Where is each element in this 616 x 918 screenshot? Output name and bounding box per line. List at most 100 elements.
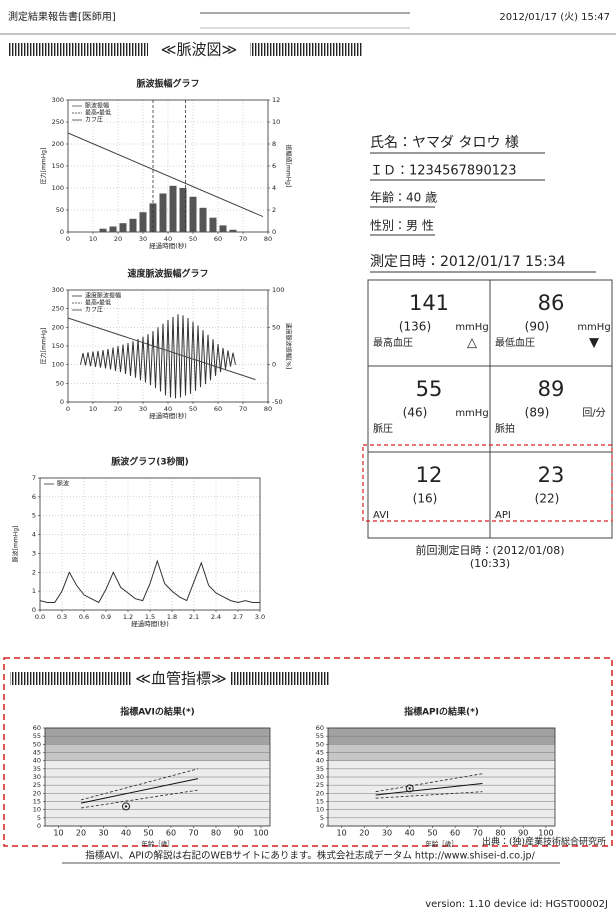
bar xyxy=(159,193,167,232)
x-tick-label: 100 xyxy=(253,829,268,838)
heading-bars xyxy=(8,43,148,56)
y-tick-label: 10 xyxy=(316,806,324,814)
y-tick-label: 25 xyxy=(316,781,324,789)
x-tick-label: 50 xyxy=(143,829,153,838)
x-tick-label: 0 xyxy=(66,405,70,413)
result-value: 89 xyxy=(538,377,565,401)
y-tick-label: 40 xyxy=(33,757,41,765)
y-tick-label: 35 xyxy=(316,765,324,773)
x-axis-label: 年齢［歳］ xyxy=(141,839,174,848)
x-tick-label: 70 xyxy=(239,235,247,243)
y-tick-label: 6 xyxy=(32,493,36,501)
y-tick-label: 250 xyxy=(52,305,64,313)
x-tick-label: 1.8 xyxy=(167,613,177,621)
y-tick-label: 200 xyxy=(52,140,64,148)
y-tick-label: 300 xyxy=(52,286,64,294)
y-tick-label: 45 xyxy=(316,749,324,757)
bar xyxy=(129,218,137,232)
data-line xyxy=(375,791,483,799)
y-tick-label: 4 xyxy=(32,531,36,539)
unit: 回/分 xyxy=(582,407,605,419)
x-tick-label: 60 xyxy=(214,235,222,243)
data-line xyxy=(67,132,264,218)
y-tick-label: 1 xyxy=(32,587,36,595)
previous-value: (90) xyxy=(525,320,550,334)
y-tick-label: 150 xyxy=(52,342,64,350)
y-tick-label: 250 xyxy=(52,118,64,126)
x-tick-label: 80 xyxy=(211,829,221,838)
data-line xyxy=(67,317,256,381)
chart: 脈波振幅グラフ 0 50 100 150 200 250 300 0 2 4 6 8 10 12 0 10 20 3… xyxy=(40,78,293,251)
legend-label: 最高・最低 xyxy=(85,109,111,117)
result-value: 23 xyxy=(538,463,565,487)
chart: 速度脈波振幅グラフ 0 50 100 150 200 250 300 -50 0 50 100 0 10 2… xyxy=(40,268,293,421)
x-axis-label: 経過時間(秒) xyxy=(131,619,169,628)
y-tick-label: 100 xyxy=(52,361,64,369)
y-tick-label: 15 xyxy=(33,798,41,806)
result-value: 86 xyxy=(538,291,565,315)
bar xyxy=(169,185,177,232)
x-tick-label: 2.4 xyxy=(211,613,221,621)
x-tick-label: 90 xyxy=(233,829,243,838)
x-tick-label: 1.5 xyxy=(145,613,155,621)
x-tick-label: 90 xyxy=(518,829,528,838)
previous-value: (89) xyxy=(525,406,550,420)
y-tick-label: 30 xyxy=(33,773,41,781)
result-value: 55 xyxy=(416,377,443,401)
bar xyxy=(229,229,237,232)
y2-tick-label: -50 xyxy=(272,398,283,406)
bar xyxy=(139,212,147,232)
y-tick-label: 5 xyxy=(32,512,36,520)
x-tick-label: 10 xyxy=(337,829,347,838)
y2-tick-label: 0 xyxy=(272,361,276,369)
y-tick-label: 20 xyxy=(33,789,41,797)
patient-sex: 性別：男 性 xyxy=(370,219,434,233)
x-tick-label: 70 xyxy=(239,405,247,413)
status-marker: △ xyxy=(467,336,477,351)
x-tick-label: 40 xyxy=(121,829,131,838)
y-tick-label: 5 xyxy=(37,814,41,822)
previous-value: (22) xyxy=(535,492,560,506)
data-point xyxy=(122,802,130,811)
plot-frame xyxy=(44,727,271,827)
plot-frame xyxy=(67,289,269,403)
x-tick-label: 40 xyxy=(405,829,415,838)
y2-axis-label: 速度脈波振幅[%] xyxy=(285,323,293,369)
previous-value: (136) xyxy=(399,320,431,334)
bar xyxy=(219,225,227,232)
data-line xyxy=(80,768,199,801)
y-tick-label: 45 xyxy=(33,749,41,757)
y-tick-label: 100 xyxy=(52,184,64,192)
x-tick-label: 20 xyxy=(114,235,122,243)
y-tick-label: 3 xyxy=(32,549,36,557)
y-tick-label: 5 xyxy=(320,814,324,822)
report-title: 測定結果報告書[医師用] xyxy=(8,10,116,23)
result-label: 最低血圧 xyxy=(495,336,535,349)
y-tick-label: 300 xyxy=(52,96,64,104)
x-tick-label: 80 xyxy=(495,829,505,838)
x-tick-label: 60 xyxy=(214,405,222,413)
result-label: 最高血圧 xyxy=(373,336,413,349)
y-tick-label: 2 xyxy=(32,568,36,576)
y2-tick-label: 12 xyxy=(272,96,280,104)
y-tick-label: 10 xyxy=(33,806,41,814)
y2-tick-label: 50 xyxy=(272,323,280,331)
x-axis-label: 経過時間(秒) xyxy=(149,241,187,250)
legend-label: 脈波 xyxy=(57,480,69,488)
x-tick-label: 40 xyxy=(164,235,172,243)
x-tick-label: 70 xyxy=(188,829,198,838)
patient-id: ＩＤ：1234567890123 xyxy=(370,164,517,179)
result-label: 脈拍 xyxy=(495,422,515,435)
y-tick-label: 20 xyxy=(316,789,324,797)
plot-frame xyxy=(327,727,556,827)
chart-title: 指標APIの結果(*) xyxy=(404,706,479,718)
section-heading: ≪脈波図≫ xyxy=(161,41,237,59)
y-tick-label: 0 xyxy=(37,822,41,830)
x-tick-label: 60 xyxy=(166,829,176,838)
plot-frame xyxy=(67,99,269,233)
source-note: 出典：(独)産業技術総合研究所 xyxy=(482,836,606,848)
x-tick-label: 30 xyxy=(382,829,392,838)
unit: mmHg xyxy=(455,322,488,333)
previous-date: 前回測定日時：(2012/01/08) xyxy=(416,543,565,557)
